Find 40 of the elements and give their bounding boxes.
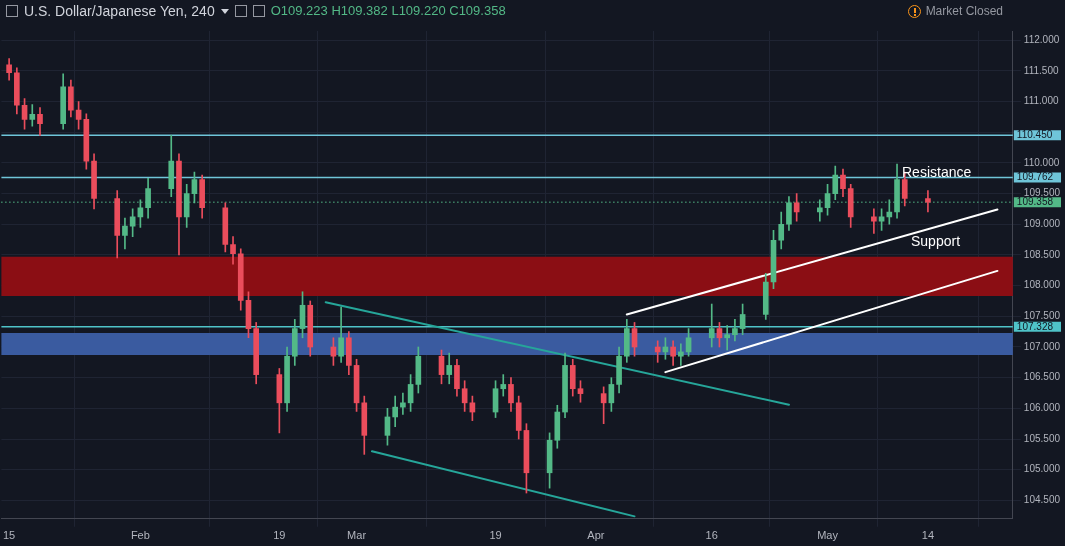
x-tick-label: 19 — [273, 529, 286, 542]
candlestick — [678, 343, 684, 366]
y-tick-label: 109.000 — [1023, 218, 1061, 230]
text: Market Closed — [925, 3, 1003, 20]
candlestick — [871, 208, 877, 234]
y-tick-label: 108.000 — [1023, 279, 1061, 291]
x-tick-label: May — [817, 529, 839, 542]
y-tick-label: 108.500 — [1023, 248, 1061, 260]
x-tick-label: 14 — [921, 529, 935, 542]
x-tick-label: Mar — [347, 529, 367, 542]
y-tick-label: 105.500 — [1023, 432, 1061, 444]
y-tick-label: 112.000 — [1023, 33, 1060, 45]
candlestick — [708, 303, 715, 348]
annotation: Support — [911, 233, 961, 249]
ref-line-label: 110.450 — [1016, 129, 1053, 141]
y-tick-label: 107.500 — [1023, 310, 1061, 322]
x-tick-label: 15 — [2, 529, 16, 542]
y-tick-label: 109.500 — [1023, 187, 1061, 199]
y-tick-label: 111.500 — [1023, 64, 1059, 76]
candlestick — [654, 340, 661, 363]
chart-subtitle: O109.223 H109.382 L109.220 C109.358 — [270, 2, 506, 20]
ref-line-label: 109.762 — [1016, 171, 1054, 183]
y-tick-label: 104.500 — [1023, 494, 1061, 506]
y-tick-label: 105.000 — [1023, 463, 1061, 475]
y-tick-label: 106.000 — [1023, 402, 1061, 414]
x-tick-label: 19 — [489, 529, 502, 542]
candlestick — [886, 199, 893, 225]
annotation: Resistance — [902, 164, 972, 180]
x-tick-label: 16 — [705, 529, 718, 542]
chart-title: U.S. Dollar/Japanese Yen, 240 — [24, 2, 215, 21]
y-tick-label: 110.000 — [1023, 156, 1060, 168]
x-tick-label: Feb — [130, 529, 150, 542]
x-tick-label: Apr — [587, 529, 605, 542]
y-tick-label: 107.000 — [1023, 340, 1061, 352]
ref-line-label: 107.328 — [1016, 320, 1054, 332]
ref-line-label: 109.358 — [1016, 196, 1054, 208]
candlestick — [724, 325, 730, 351]
candlestick — [925, 190, 931, 213]
y-tick-label: 111.000 — [1023, 95, 1059, 107]
y-tick-label: 106.500 — [1023, 371, 1061, 383]
